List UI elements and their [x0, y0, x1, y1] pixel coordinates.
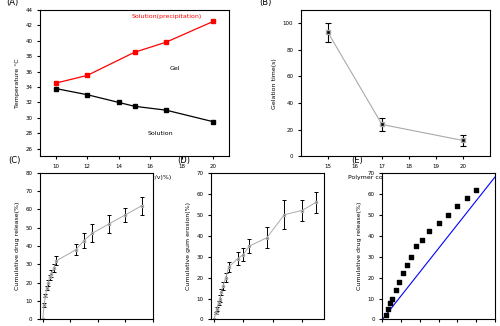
Y-axis label: Cumulative drug release(%): Cumulative drug release(%)	[357, 202, 362, 290]
Text: (C): (C)	[8, 156, 21, 165]
Text: (A): (A)	[6, 0, 18, 7]
Y-axis label: Temperature °C: Temperature °C	[15, 58, 20, 108]
Point	[403, 262, 411, 268]
Point	[396, 279, 404, 284]
Point	[386, 300, 394, 305]
Point	[384, 306, 392, 312]
Point	[399, 271, 407, 276]
Point	[388, 296, 396, 301]
Point	[418, 237, 426, 243]
Point	[444, 212, 452, 217]
X-axis label: Concentration ((w/v)%): Concentration ((w/v)%)	[98, 175, 171, 180]
Text: (D): (D)	[178, 156, 190, 165]
Text: Solution(precipitation): Solution(precipitation)	[132, 13, 202, 19]
Point	[454, 204, 462, 209]
X-axis label: Polymer concentration (w/v)%: Polymer concentration (w/v)%	[348, 175, 443, 180]
Point	[392, 288, 400, 293]
Text: Solution: Solution	[147, 131, 173, 136]
Text: Gel: Gel	[169, 66, 179, 71]
Y-axis label: Gelation time(s): Gelation time(s)	[272, 58, 277, 109]
Point	[382, 313, 390, 318]
Text: (E): (E)	[351, 156, 362, 165]
Y-axis label: Cumulative gum erosion(%): Cumulative gum erosion(%)	[186, 202, 191, 290]
Point	[426, 229, 434, 234]
Y-axis label: Cumulative drug release(%): Cumulative drug release(%)	[15, 202, 20, 290]
Point	[434, 220, 442, 226]
Point	[472, 187, 480, 192]
Point	[406, 254, 414, 259]
Point	[412, 244, 420, 249]
Text: (B): (B)	[260, 0, 272, 7]
Point	[463, 195, 471, 200]
